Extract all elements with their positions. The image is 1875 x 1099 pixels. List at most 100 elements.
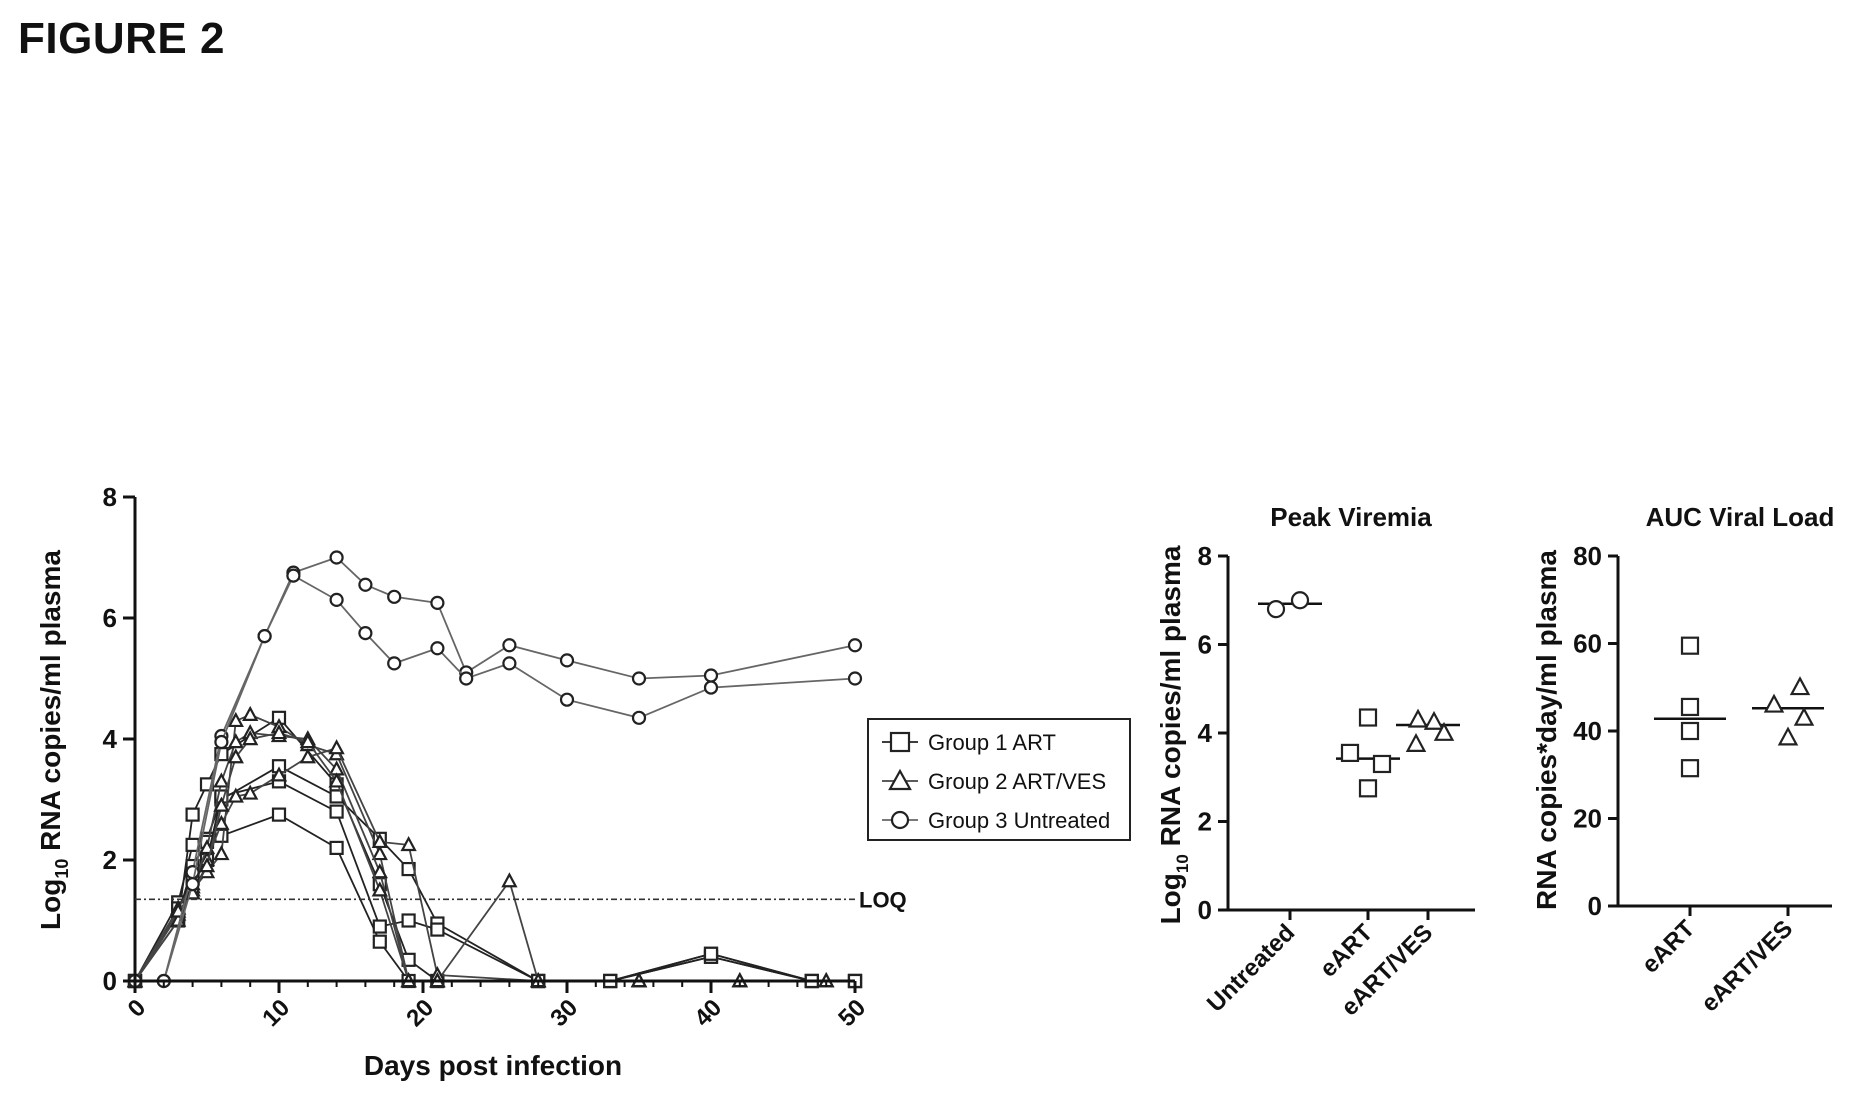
auc-category-label: eART <box>1637 915 1701 979</box>
peak-viremia-y-label-rest: RNA copies/ml plasma <box>1155 545 1186 854</box>
data-point <box>227 711 244 728</box>
peak-data-point <box>1433 721 1455 741</box>
legend-square-marker-icon <box>889 731 911 753</box>
data-point <box>227 733 244 749</box>
y-tick-label: 6 <box>103 603 117 633</box>
series-square-3 <box>127 774 863 989</box>
data-point <box>213 845 230 861</box>
data-point <box>328 739 345 755</box>
data-point <box>559 653 575 668</box>
data-point <box>631 671 647 686</box>
legend-entry-group-1: Group 1 ART <box>882 730 1056 755</box>
data-point <box>299 748 316 764</box>
peak-viremia-y-label-subscript: 10 <box>1173 854 1192 873</box>
x-tick-label: 20 <box>401 994 439 1032</box>
series-circle-8 <box>127 550 863 989</box>
data-point <box>400 835 417 852</box>
data-point <box>430 641 445 656</box>
peak-viremia-y-label-main: Log <box>1155 873 1186 924</box>
data-point <box>703 946 719 961</box>
data-point <box>501 872 518 888</box>
data-point <box>198 857 216 873</box>
peak-data-point <box>1407 708 1429 728</box>
x-tick-label: 40 <box>689 994 727 1032</box>
time-course-panel: 0 2 4 6 8 0 10 20 30 40 50 LOQ Days post infection… <box>35 482 1131 1081</box>
data-point <box>703 680 719 695</box>
data-point <box>430 595 445 610</box>
data-point <box>372 919 387 934</box>
series-line <box>134 780 855 982</box>
series-line <box>134 732 827 982</box>
peak-data-point <box>1372 754 1392 774</box>
data-point <box>242 784 259 800</box>
legend-entry-group-2: Group 2 ART/VES <box>882 768 1106 794</box>
data-point <box>371 845 388 861</box>
y-axis-label-subscript: 10 <box>52 859 72 879</box>
peak-viremia-points <box>1258 591 1460 798</box>
series-line <box>135 574 856 982</box>
legend-label-group-2: Group 2 ART/VES <box>928 769 1106 794</box>
data-point <box>502 656 517 671</box>
auc-data-point <box>1680 636 1700 655</box>
peak-data-point <box>1405 732 1427 752</box>
series-line <box>135 556 856 982</box>
data-point <box>213 772 230 788</box>
data-point <box>847 671 863 686</box>
x-tick-label: 30 <box>545 994 583 1032</box>
peak-group-1 <box>1336 708 1400 798</box>
data-point <box>270 766 288 782</box>
data-point <box>387 656 402 671</box>
auc-points <box>1654 636 1824 778</box>
series-triangle-4 <box>126 705 835 988</box>
data-point <box>459 671 474 686</box>
data-point <box>286 568 301 583</box>
data-point <box>271 807 287 822</box>
auc-y-axis-label: RNA copies*day/ml plasma <box>1531 550 1562 910</box>
data-point <box>559 692 575 707</box>
data-point <box>371 863 388 879</box>
data-point <box>227 787 244 803</box>
peak-viremia-title: Peak Viremia <box>1270 502 1432 532</box>
time-course-series <box>126 550 863 989</box>
data-point <box>185 877 200 892</box>
data-point <box>401 913 416 928</box>
y-tick-label: 4 <box>103 724 118 754</box>
data-point <box>214 734 229 750</box>
data-point <box>430 922 445 937</box>
data-point <box>213 814 230 830</box>
data-point <box>329 804 344 819</box>
peak-y-tick-label: 8 <box>1198 541 1212 571</box>
y-axis-label-main: Log <box>35 879 66 930</box>
data-point <box>257 629 272 644</box>
data-point <box>329 840 344 856</box>
legend-label-group-3: Group 3 Untreated <box>928 808 1110 833</box>
y-axis-label: Log10 RNA copies/ml plasma <box>35 550 72 930</box>
y-tick-label: 2 <box>103 845 117 875</box>
data-point <box>328 772 345 788</box>
peak-data-point <box>1266 599 1286 619</box>
data-point <box>703 668 719 683</box>
peak-y-tick-label: 6 <box>1198 630 1212 660</box>
peak-data-point <box>1340 743 1360 763</box>
auc-data-point <box>1680 697 1700 717</box>
auc-data-point <box>1680 721 1700 741</box>
auc-data-point <box>1777 726 1799 746</box>
data-point <box>387 589 402 604</box>
legend-circle-marker-icon <box>890 810 910 830</box>
peak-data-point <box>1358 708 1378 727</box>
data-point <box>270 724 288 740</box>
data-point <box>358 626 373 641</box>
figure-label: FIGURE 2 <box>18 14 225 63</box>
legend-entry-group-3: Group 3 Untreated <box>882 808 1110 833</box>
peak-category-label: Untreated <box>1202 919 1300 1017</box>
data-point <box>631 710 647 725</box>
auc-group-0 <box>1654 636 1726 778</box>
data-point <box>329 550 344 565</box>
series-line <box>134 716 855 982</box>
loq-label: LOQ <box>859 887 907 912</box>
auc-y-tick-label: 40 <box>1573 716 1602 746</box>
auc-category-label: eART/VES <box>1696 915 1798 1017</box>
x-tick-label: 0 <box>123 994 152 1023</box>
auc-y-tick-label: 60 <box>1573 629 1602 659</box>
